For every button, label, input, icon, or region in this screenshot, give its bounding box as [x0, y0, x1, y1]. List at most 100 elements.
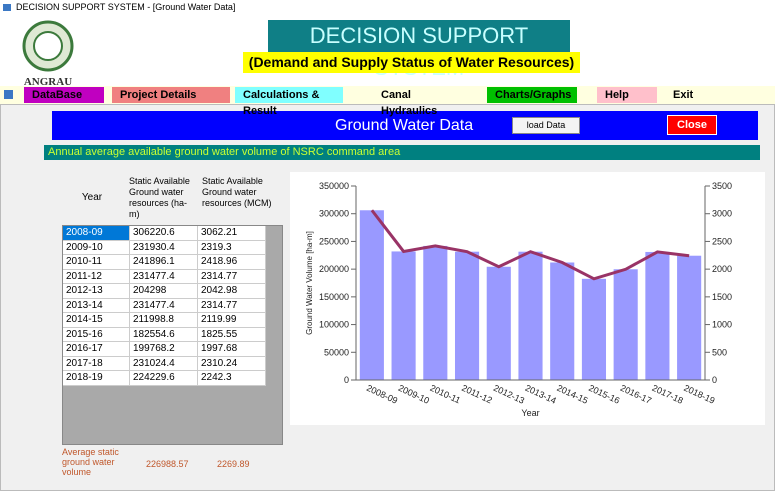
grid-cell[interactable]: 2242.3	[198, 371, 266, 386]
line	[370, 209, 690, 281]
grid-cell[interactable]: 2314.77	[198, 269, 266, 284]
grid-cell[interactable]: 2013-14	[63, 298, 130, 313]
y-tick-label: 200000	[319, 264, 349, 274]
bar	[359, 210, 384, 380]
grid-cell[interactable]: 231477.4	[130, 298, 198, 313]
grid-cell[interactable]: 211998.8	[130, 313, 198, 328]
y-axis-label: Ground Water Volume [ha-m]	[305, 231, 314, 335]
window-icon	[3, 4, 11, 11]
x-tick-label: 2009-10	[397, 383, 431, 406]
menu-item[interactable]: Help	[597, 87, 657, 103]
x-tick-label: 2016-17	[619, 383, 653, 406]
grid-cell[interactable]: 2119.99	[198, 313, 266, 328]
column-header: Static Available Ground water resources …	[129, 176, 190, 219]
y-tick-label: 100000	[319, 320, 349, 330]
x-tick-label: 2015-16	[587, 383, 621, 406]
grid-cell[interactable]: 231024.4	[130, 356, 198, 371]
menu-icon	[4, 90, 13, 99]
bar	[613, 269, 638, 380]
grid-cell[interactable]: 241896.1	[130, 255, 198, 270]
chart: 0 50000 100000 150000 200000 250000 300000 3500…	[290, 172, 765, 425]
app-title: DECISION SUPPORT SYSTEM	[268, 20, 570, 80]
menu-item[interactable]: Charts/Graphs	[487, 87, 577, 103]
app-subtitle: (Demand and Supply Status of Water Resou…	[243, 52, 580, 73]
y2-tick-label: 3000	[712, 209, 732, 219]
data-grid: 2008-09 306220.6 3062.21 2009-10 231930.4 231…	[62, 225, 283, 445]
menu-item[interactable]: DataBase	[24, 87, 104, 103]
average-label: Average static ground water volume	[62, 447, 119, 477]
grid-cell[interactable]: 199768.2	[130, 342, 198, 357]
bar	[391, 251, 416, 380]
x-tick-label: 2008-09	[365, 383, 399, 406]
grid-cell[interactable]: 231930.4	[130, 240, 198, 255]
x-tick-label: 2010-11	[428, 383, 462, 406]
bar	[486, 266, 511, 380]
y2-tick-label: 1000	[712, 320, 732, 330]
bar	[518, 251, 543, 380]
grid-cell[interactable]: 2310.24	[198, 356, 266, 371]
column-header: Static Available Ground water resources …	[202, 176, 272, 208]
y-tick-label: 300000	[319, 209, 349, 219]
grid-cell[interactable]: 2314.77	[198, 298, 266, 313]
year-header: Year	[81, 192, 103, 203]
y-tick-label: 350000	[319, 181, 349, 191]
grid-cell[interactable]: 306220.6	[130, 226, 198, 241]
grid-cell[interactable]: 204298	[130, 284, 198, 299]
y2-tick-label: 2500	[712, 236, 732, 246]
bar	[645, 251, 670, 380]
average-value: 226988.57	[146, 459, 189, 469]
x-tick-label: 2012-13	[492, 383, 526, 406]
bar	[581, 278, 607, 380]
y-tick-label: 50000	[324, 347, 349, 357]
y2-tick-label: 1500	[712, 292, 732, 302]
bar	[677, 255, 702, 380]
grid-cell[interactable]: 2012-13	[63, 284, 130, 299]
grid-cell[interactable]: 231477.4	[130, 269, 198, 284]
y-tick-label: 150000	[319, 292, 349, 302]
window-title: DECISION SUPPORT SYSTEM - [Ground Water …	[16, 2, 236, 12]
x-axis-label: Year	[521, 408, 539, 418]
grid-cell[interactable]: 2018-19	[63, 371, 130, 386]
y-tick-label: 0	[344, 375, 349, 385]
grid-cell[interactable]: 2016-17	[63, 342, 130, 357]
menu-item[interactable]: Canal Hydraulics	[381, 89, 438, 117]
grid-cell[interactable]: 2014-15	[63, 313, 130, 328]
bar	[550, 262, 575, 380]
close-button[interactable]: Close	[667, 115, 717, 135]
grid-cell[interactable]: 2042.98	[198, 284, 266, 299]
average-value: 2269.89	[217, 459, 250, 469]
grid-cell[interactable]: 1825.55	[198, 327, 266, 342]
grid-cell[interactable]: 2010-11	[63, 255, 130, 270]
grid-cell[interactable]: 2015-16	[63, 327, 130, 342]
panel-title: Ground Water Data	[52, 111, 758, 140]
grid-cell[interactable]: 2011-12	[63, 269, 130, 284]
load-button[interactable]: load Data	[512, 117, 580, 134]
caption: Annual average available ground water vo…	[44, 145, 760, 160]
x-tick-label: 2018-19	[682, 383, 716, 406]
y2-tick-label: 3500	[712, 181, 732, 191]
logo: ANGRAU	[22, 20, 74, 88]
bar	[454, 251, 480, 380]
y-tick-label: 250000	[319, 236, 349, 246]
logo-text: ANGRAU	[24, 76, 72, 88]
y2-tick-label: 500	[712, 347, 727, 357]
grid-cell[interactable]: 1997.68	[198, 342, 266, 357]
grid-cell[interactable]: 2319.3	[198, 240, 266, 255]
y2-tick-label: 0	[712, 375, 717, 385]
bar	[423, 245, 448, 380]
x-tick-label: 2013-14	[524, 383, 558, 406]
grid-cell[interactable]: 2418.96	[198, 255, 266, 270]
y2-tick-label: 2000	[712, 264, 732, 274]
x-tick-label: 2017-18	[651, 383, 685, 406]
menu-item[interactable]: Calculations & Result	[235, 87, 343, 117]
menu-item[interactable]: Project Details	[112, 87, 230, 103]
grid-cell[interactable]: 182554.6	[130, 327, 198, 342]
grid-cell[interactable]: 2009-10	[63, 240, 130, 255]
grid-cell[interactable]: 2008-09	[63, 226, 130, 241]
x-tick-label: 2011-12	[460, 383, 494, 406]
x-tick-label: 2014-15	[555, 383, 589, 406]
grid-cell[interactable]: 2017-18	[63, 356, 130, 371]
grid-cell[interactable]: 3062.21	[198, 226, 266, 241]
menu-item[interactable]: Exit	[673, 89, 694, 101]
grid-cell[interactable]: 224229.6	[130, 371, 198, 386]
